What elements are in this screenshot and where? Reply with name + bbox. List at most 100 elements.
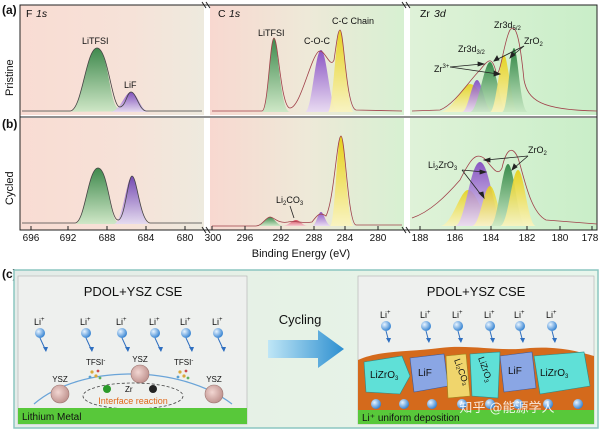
watermark: 知乎 @能源学人 — [459, 400, 554, 416]
svg-text:Li: Li — [116, 317, 123, 327]
svg-text:Li: Li — [212, 317, 219, 327]
c-atom — [149, 385, 157, 393]
zr3d-title-el: Zr — [420, 8, 430, 20]
tick-f-3: 684 — [138, 233, 155, 244]
svg-text:Li: Li — [80, 317, 87, 327]
tick-f-4: 680 — [177, 233, 194, 244]
tick-c-1: 296 — [237, 233, 254, 244]
x-tick-labels: 696 692 688 684 680 300 296 292 288 284 … — [23, 233, 599, 260]
zr-cycled-arrows — [461, 155, 529, 200]
svg-text:+: + — [459, 310, 463, 316]
tick-zr-1: 186 — [447, 233, 464, 244]
sei-lif-left: LiF — [418, 368, 432, 379]
c1s-cc-chain-label: C-C Chain — [332, 16, 374, 26]
c1s-cycled-peaks — [212, 135, 402, 227]
panel-b-label: (b) — [2, 117, 17, 131]
svg-text:+: + — [553, 310, 557, 316]
svg-text:+: + — [521, 310, 525, 316]
svg-text:+: + — [219, 317, 223, 323]
f-atom — [103, 385, 111, 393]
xps-plot: F 1s LiTFSI LiF C 1s LiTFSI C-O-C C-C Ch… — [2, 1, 599, 260]
c1s-pristine-peaks — [212, 29, 403, 112]
zr-li2zro3-label: Li2ZrO3 — [428, 160, 458, 172]
li-ion: Li + — [380, 310, 391, 343]
svg-text:+: + — [187, 317, 191, 323]
li-ion: Li + — [546, 310, 557, 343]
sei-lizro3-right: LiZrO3 — [540, 368, 569, 380]
tick-zr-3: 182 — [519, 233, 536, 244]
tfsi-label: TFSI- — [174, 358, 193, 367]
li-ion: Li + — [180, 317, 194, 352]
zr-ion-label: Zr — [125, 385, 133, 394]
ysz-particles: YSZ YSZ YSZ — [50, 355, 224, 404]
zr3d-pristine-peaks — [411, 27, 598, 112]
svg-text:Li: Li — [514, 310, 521, 320]
sei-flakes — [363, 351, 591, 399]
tick-c-3: 288 — [306, 233, 323, 244]
svg-text:Li: Li — [420, 310, 427, 320]
lithium-metal-label: Lithium Metal — [22, 412, 81, 423]
svg-text:Li: Li — [380, 310, 387, 320]
x-axis-label: Binding Energy (eV) — [252, 248, 350, 260]
zr-zr3-label: Zr3+ — [434, 64, 450, 74]
svg-text:+: + — [427, 310, 431, 316]
tick-c-0: 300 — [205, 233, 222, 244]
tick-f-1: 692 — [60, 233, 77, 244]
li-ion: Li + — [452, 310, 463, 343]
left-cell: PDOL+YSZ CSE Li + Li + Li + Li + Li + Li + YSZ… — [17, 275, 248, 425]
f1s-cycled-peaks — [22, 167, 202, 224]
tfsi-label: TFSI- — [86, 358, 105, 367]
tfsi-anions: TFSI- TFSI- — [86, 358, 193, 380]
interface-ellipse — [82, 382, 184, 410]
c1s-title-orb: 1s — [229, 8, 241, 20]
svg-text:+: + — [123, 317, 127, 323]
zr-zro2-label-b: ZrO2 — [528, 145, 548, 157]
svg-text:+: + — [156, 317, 160, 323]
f1s-lif-label-a: LiF — [124, 80, 137, 90]
tick-zr-2: 184 — [483, 233, 500, 244]
svg-text:Li: Li — [180, 317, 187, 327]
c1s-li2co3-pointer — [289, 205, 295, 219]
c1s-title-el: C — [218, 8, 226, 20]
ysz-label: YSZ — [52, 375, 68, 384]
li-ion: Li + — [514, 310, 525, 343]
c1s-li2co3-label: Li2CO3 — [276, 195, 304, 207]
li-ion: Li + — [484, 310, 495, 343]
row-label-cycled: Cycled — [4, 171, 16, 205]
li-ion: Li + — [116, 317, 130, 352]
panel-a-label: (a) — [2, 3, 17, 17]
li-ion: Li + — [149, 317, 163, 352]
left-li-ions: Li + Li + Li + Li + Li + Li + — [34, 317, 226, 352]
tick-c-4: 284 — [337, 233, 354, 244]
zr3d-title-orb: 3d — [434, 8, 447, 20]
cycling-arrow: Cycling — [268, 312, 344, 368]
li-ion: Li + — [80, 317, 94, 352]
ysz-label: YSZ — [206, 375, 222, 384]
tick-c-2: 292 — [273, 233, 290, 244]
x-tick-marks — [30, 226, 593, 230]
svg-text:Li: Li — [452, 310, 459, 320]
svg-text:Li: Li — [546, 310, 553, 320]
sei-lizro3-left: LiZrO3 — [370, 370, 399, 382]
svg-text:+: + — [387, 310, 391, 316]
svg-text:+: + — [491, 310, 495, 316]
interface-reaction-label: Interface reaction — [98, 396, 168, 406]
axis-break-1 — [201, 1, 411, 234]
right-li-ions: Li + Li + Li + Li + Li + Li + — [380, 310, 557, 343]
right-title: PDOL+YSZ CSE — [427, 284, 526, 299]
f1s-title-el: F — [26, 8, 32, 20]
panel-c-label: (c) — [2, 267, 17, 281]
lithium-metal-slab-right — [358, 410, 594, 424]
deposited-li — [371, 399, 583, 409]
schematic: (c) PDOL+YSZ CSE Li + Li + Li + Li + Li + Li +… — [2, 267, 599, 429]
f1s-title-orb: 1s — [36, 8, 48, 20]
zr-3d32-label: Zr3d3/2 — [458, 44, 486, 56]
svg-text:Li: Li — [34, 317, 41, 327]
tick-zr-5: 178 — [582, 233, 599, 244]
ysz-label: YSZ — [132, 355, 148, 364]
svg-text:Li: Li — [149, 317, 156, 327]
c1s-coc-label: C-O-C — [304, 36, 330, 46]
svg-text:+: + — [87, 317, 91, 323]
row-label-pristine: Pristine — [4, 59, 16, 96]
